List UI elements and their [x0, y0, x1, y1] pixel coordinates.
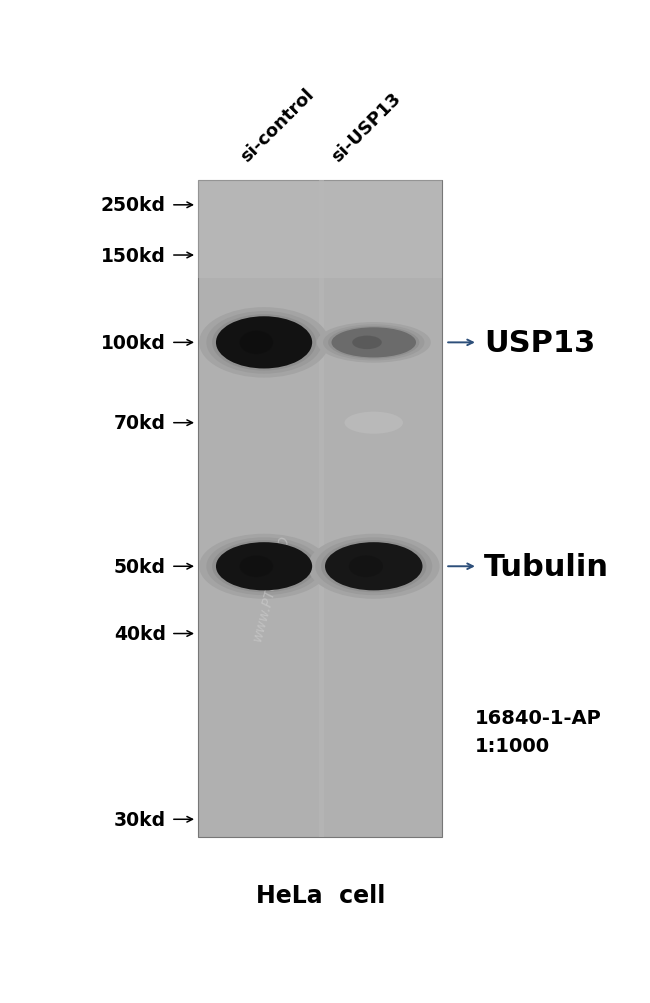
Text: 50kd: 50kd	[114, 558, 166, 576]
Text: 40kd: 40kd	[114, 625, 166, 643]
Ellipse shape	[240, 331, 273, 355]
Ellipse shape	[212, 541, 316, 593]
Text: 70kd: 70kd	[114, 414, 166, 432]
Text: Tubulin: Tubulin	[484, 553, 609, 581]
Text: 150kd: 150kd	[101, 247, 166, 265]
Ellipse shape	[240, 556, 273, 578]
Ellipse shape	[216, 543, 312, 591]
Ellipse shape	[216, 317, 312, 369]
Bar	[318, 181, 324, 838]
Text: si-control: si-control	[237, 85, 318, 165]
Text: HeLa  cell: HeLa cell	[255, 883, 385, 907]
Text: 100kd: 100kd	[101, 334, 166, 352]
Ellipse shape	[206, 538, 322, 596]
Ellipse shape	[344, 412, 403, 434]
Text: 16840-1-AP
1:1000: 16840-1-AP 1:1000	[474, 709, 601, 755]
Ellipse shape	[315, 538, 432, 596]
Ellipse shape	[328, 327, 419, 359]
Ellipse shape	[332, 328, 416, 358]
Ellipse shape	[308, 535, 439, 599]
Ellipse shape	[317, 323, 431, 363]
Text: USP13: USP13	[484, 329, 595, 357]
Ellipse shape	[199, 308, 329, 378]
Ellipse shape	[212, 315, 316, 371]
Ellipse shape	[206, 312, 322, 374]
Ellipse shape	[199, 535, 329, 599]
Text: 250kd: 250kd	[101, 197, 166, 215]
Ellipse shape	[349, 556, 383, 578]
Text: www.PTGAA.CO: www.PTGAA.CO	[250, 534, 292, 643]
Ellipse shape	[325, 543, 422, 591]
Ellipse shape	[352, 336, 382, 350]
Text: si-USP13: si-USP13	[328, 89, 404, 165]
Bar	[198, 181, 442, 279]
Text: 30kd: 30kd	[114, 810, 166, 828]
Bar	[198, 181, 442, 838]
Ellipse shape	[321, 541, 426, 593]
Ellipse shape	[323, 325, 424, 361]
